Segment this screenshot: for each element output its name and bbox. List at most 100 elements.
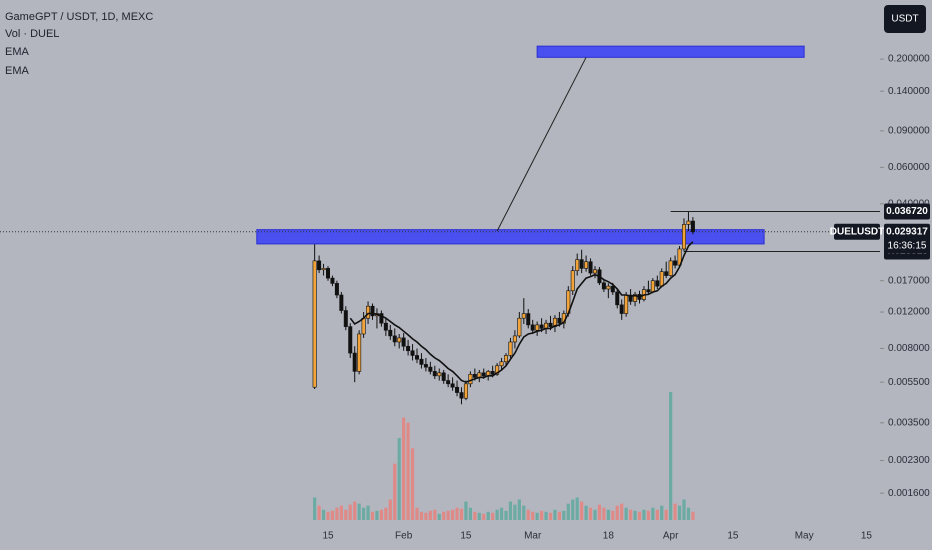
volume-bar (366, 505, 370, 520)
volume-bar (588, 507, 593, 520)
volume-bar (691, 511, 695, 520)
volume-bar (464, 501, 468, 520)
volume-bar (531, 511, 535, 520)
volume-bar (424, 512, 428, 520)
volume-bar (562, 510, 566, 520)
volume-bar (410, 448, 415, 520)
candle-body (664, 271, 669, 276)
volume-bar (660, 505, 664, 520)
candle-body (526, 313, 531, 326)
volume-bar (633, 510, 637, 520)
candle-body (330, 277, 335, 284)
candle-body (334, 283, 339, 296)
currency-button[interactable] (884, 5, 926, 33)
volume-bar (455, 507, 459, 520)
volume-bar (544, 511, 548, 520)
candle-body (584, 261, 589, 269)
volume-bar (580, 501, 584, 520)
indicator-label: EMA (5, 46, 30, 58)
y-tick-label: 0.003500 (888, 417, 930, 428)
volume-bar (459, 508, 464, 520)
volume-bar (504, 510, 508, 520)
candle-body (615, 291, 620, 306)
candle-body (348, 326, 353, 354)
y-tick-label: 0.001600 (888, 488, 930, 499)
volume-bar (402, 417, 406, 520)
candle-body (490, 371, 495, 375)
candle-body (317, 260, 322, 271)
last-price-label: 0.029317 (886, 226, 928, 237)
candle-body (357, 333, 362, 372)
volume-bar (370, 511, 375, 520)
volume-bar (553, 509, 557, 520)
price-label-box (884, 203, 930, 220)
candle-body (495, 365, 500, 375)
candle-body (503, 355, 508, 363)
candle-body (624, 294, 629, 314)
volume-bar (397, 438, 401, 520)
candle-body (548, 322, 553, 327)
volume-bar (330, 510, 335, 520)
volume-bar (393, 463, 397, 520)
candle-body (575, 259, 580, 272)
volume-bar (495, 509, 499, 520)
volume-bar (357, 503, 361, 520)
candle-body (557, 317, 562, 324)
indicator-label: Vol · DUEL (5, 28, 59, 40)
candle-body (401, 337, 406, 347)
candle-body (428, 366, 433, 372)
chart-title: GameGPT / USDT, 1D, MEXC (5, 11, 153, 23)
candle-body (508, 341, 513, 356)
symbol-box (834, 223, 880, 240)
plot (0, 45, 884, 520)
volume-bar (540, 510, 544, 520)
x-tick-label: Feb (395, 531, 413, 542)
candle-body (468, 374, 473, 385)
candle-body (655, 280, 660, 287)
volume-bar (406, 422, 410, 520)
volume-bar (642, 509, 646, 520)
candle-body (668, 260, 673, 276)
volume-bar (548, 512, 553, 520)
candle-body (441, 372, 446, 381)
volume-bar (566, 503, 570, 520)
candle-body (579, 259, 584, 269)
y-tick-label: 0.140000 (888, 86, 930, 97)
volume-bar (491, 512, 495, 520)
candle-body (463, 383, 468, 399)
indicator-label: EMA (5, 65, 30, 77)
candle-body (392, 335, 397, 343)
candle-body (481, 372, 486, 377)
x-tick-label: 18 (603, 531, 615, 542)
candle-body (601, 282, 606, 290)
symbol-label: DUELUSDT (830, 226, 884, 237)
candle-body (512, 335, 517, 343)
candle-body (499, 361, 504, 367)
volume-bar (313, 497, 317, 520)
candle-body (321, 268, 326, 271)
ema-line (349, 241, 694, 384)
volume-bar (629, 509, 633, 520)
candle-body (517, 317, 522, 337)
currency-button-label[interactable]: USDT (891, 14, 918, 25)
volume-bar (508, 501, 513, 520)
volume-bar (526, 509, 530, 520)
candle-body (472, 374, 477, 378)
volume-bar (611, 510, 615, 520)
volume-bar (557, 511, 561, 520)
trend-line (496, 57, 587, 232)
volume-bar (415, 507, 419, 520)
volume-bar (673, 503, 677, 520)
volume-bar (620, 503, 624, 520)
volume-bar (513, 504, 517, 520)
volume-bar (339, 505, 343, 520)
candle-body (673, 260, 678, 266)
candle-body (419, 358, 424, 365)
volume-bar (473, 511, 477, 520)
candle-body (397, 337, 402, 343)
candle-body (432, 371, 437, 377)
candle-body (361, 317, 366, 335)
candle-body (646, 289, 651, 293)
candle-body (437, 372, 442, 377)
